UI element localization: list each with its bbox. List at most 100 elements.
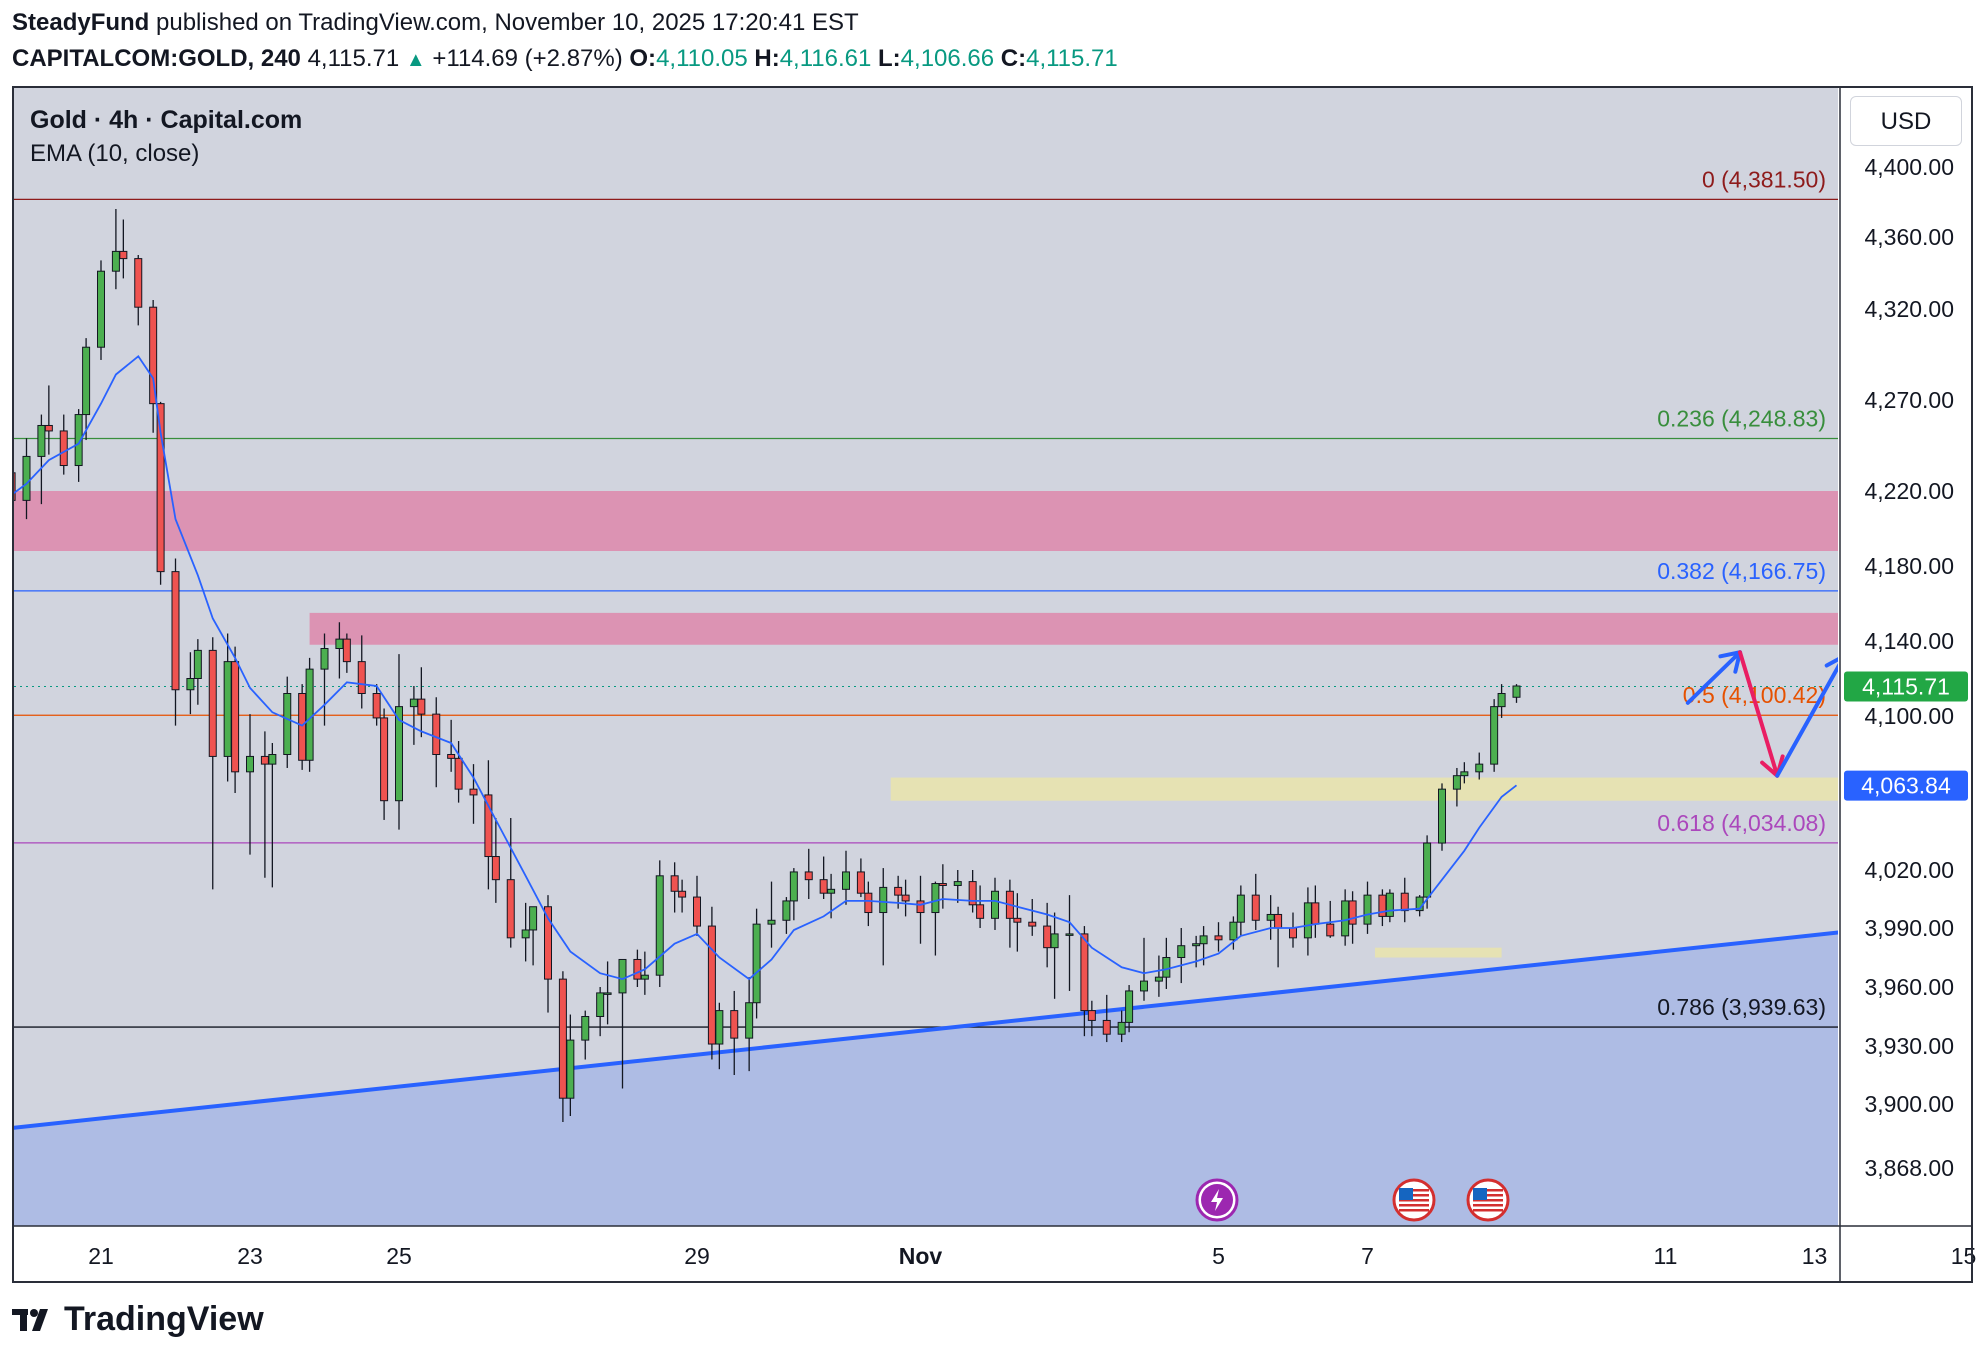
- candle-0: [14, 472, 16, 501]
- tradingview-brand[interactable]: TradingView: [12, 1300, 264, 1339]
- low-label: L:: [878, 45, 901, 72]
- candle-30: [380, 708, 389, 820]
- candle-body: [268, 754, 277, 765]
- candle-body: [603, 992, 612, 995]
- candle-61: [767, 881, 776, 948]
- candle-body: [1423, 842, 1432, 898]
- candle-body: [1162, 957, 1171, 978]
- candle-body: [1326, 923, 1335, 937]
- last-price-tag: 4,115.71: [1844, 671, 1968, 702]
- candle-body: [193, 649, 202, 679]
- symbol-label: CAPITALCOM:GOLD, 240: [12, 45, 301, 72]
- candle-body: [752, 923, 761, 1004]
- candle-59: [745, 977, 754, 1072]
- candle-body: [372, 693, 381, 719]
- candle-body: [1177, 945, 1186, 959]
- candle-57: [715, 1002, 724, 1070]
- candle-84: [1050, 912, 1059, 999]
- candle-92: [1154, 955, 1163, 997]
- y-tick-label-12: 4,360.00: [1864, 224, 1954, 250]
- candle-45: [566, 1014, 575, 1116]
- candle-58: [730, 990, 739, 1075]
- candle-body: [640, 974, 649, 980]
- projection-arrowhead-2: [1824, 657, 1838, 668]
- candle-body: [953, 881, 962, 886]
- y-tick-label-9: 4,220.00: [1864, 478, 1954, 504]
- candle-body: [447, 754, 456, 759]
- x-tick-label-8: 13: [1802, 1243, 1828, 1269]
- candle-120: [1497, 684, 1506, 718]
- candle-body: [976, 904, 985, 919]
- candle-6: [82, 338, 91, 441]
- candle-body: [856, 871, 865, 894]
- candle-75: [938, 864, 947, 909]
- candle-body: [1087, 1010, 1096, 1021]
- candle-body: [842, 871, 850, 890]
- candle-54: [678, 879, 687, 913]
- published-text: published on TradingView.com, November 1…: [156, 9, 859, 36]
- candle-64: [804, 848, 813, 899]
- x-tick-label-2: 25: [386, 1243, 412, 1269]
- projection-segment-0: [1685, 650, 1742, 705]
- candle-body: [134, 258, 143, 308]
- candle-98: [1229, 916, 1238, 950]
- candle-8: [111, 209, 120, 290]
- candle-body: [380, 717, 389, 802]
- currency-button[interactable]: USD: [1850, 96, 1962, 146]
- candle-body: [1080, 933, 1089, 1012]
- candle-body: [1452, 775, 1461, 790]
- candle-3: [44, 385, 53, 455]
- candle-body: [1140, 980, 1148, 992]
- candle-body: [544, 906, 552, 980]
- candle-81: [1013, 893, 1022, 952]
- candle-body: [74, 414, 83, 467]
- zone-small-support: [1374, 947, 1502, 958]
- candle-body: [715, 1010, 724, 1045]
- candle-68: [856, 858, 865, 898]
- high-value: 4,116.61: [779, 45, 872, 72]
- candle-76: [953, 870, 962, 903]
- candle-body: [879, 886, 888, 914]
- candle-73: [916, 875, 925, 944]
- candle-16: [208, 637, 217, 890]
- candle-body: [581, 1016, 590, 1041]
- candle-body: [730, 1010, 739, 1039]
- open-label: O:: [629, 45, 657, 72]
- x-tick-label-5: 5: [1212, 1243, 1225, 1269]
- candle-46: [581, 1010, 590, 1060]
- brand-name: TradingView: [64, 1300, 264, 1338]
- candle-89: [1117, 1010, 1126, 1043]
- candle-body: [1348, 900, 1357, 925]
- candle-body: [901, 894, 910, 902]
- candle-body: [395, 706, 403, 802]
- candle-body: [357, 661, 366, 694]
- candle-41: [521, 902, 530, 962]
- crosshair-price-tag: 4,063.84: [1844, 770, 1968, 801]
- chart-legend-title[interactable]: Gold · 4h · Capital.com: [30, 106, 303, 134]
- candle-55: [693, 875, 701, 936]
- candle-body: [44, 424, 53, 432]
- candle-29: [372, 684, 381, 726]
- candle-62: [782, 897, 791, 934]
- candle-51: [640, 951, 649, 995]
- candle-body: [1125, 990, 1134, 1023]
- candle-body: [82, 346, 91, 416]
- candle-body: [1497, 693, 1506, 708]
- candle-body: [1192, 943, 1201, 947]
- author-name[interactable]: SteadyFund: [12, 9, 150, 36]
- last-price-tag-text: 4,115.71: [1862, 674, 1950, 700]
- zone-support: [890, 777, 1838, 801]
- candle-body: [633, 958, 642, 980]
- x-tick-label-4: Nov: [899, 1243, 943, 1269]
- candle-body: [827, 888, 836, 894]
- candle-body: [1385, 892, 1394, 917]
- candle-body: [596, 992, 605, 1018]
- candle-body: [916, 900, 925, 914]
- indicator-legend[interactable]: EMA (10, close): [30, 140, 200, 167]
- candle-body: [59, 430, 68, 467]
- candle-19: [246, 714, 254, 855]
- candle-99: [1236, 885, 1245, 936]
- candle-body: [558, 978, 567, 1099]
- candle-118: [1475, 752, 1484, 780]
